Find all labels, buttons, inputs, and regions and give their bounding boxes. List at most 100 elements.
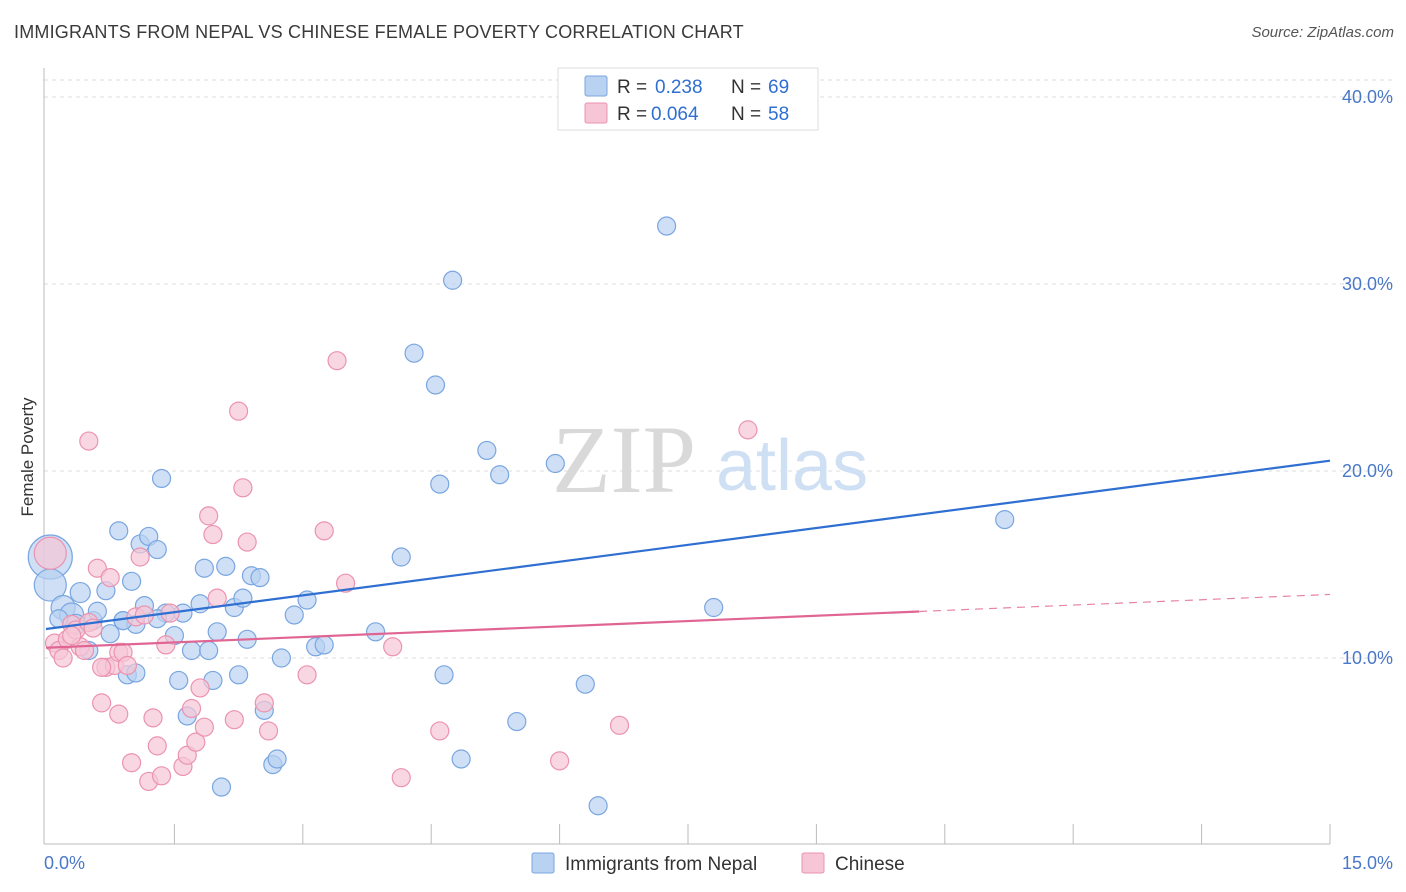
- point-chinese: [549, 751, 570, 771]
- legend-r-value-chinese: 0.064: [651, 104, 699, 125]
- trendline-chinese: [45, 610, 920, 649]
- point-chinese: [87, 558, 107, 578]
- point-chinese: [53, 648, 73, 668]
- point-chinese: [254, 693, 274, 713]
- legend-n-label: N =: [731, 104, 761, 125]
- watermark-atlas: atlas: [716, 426, 868, 506]
- x-tick-label: 0.0%: [44, 853, 85, 873]
- trend-layer: [45, 459, 1331, 649]
- point-nepal: [199, 640, 219, 661]
- point-nepal: [656, 216, 677, 236]
- y-tick-label: 10.0%: [1342, 648, 1393, 668]
- point-nepal: [271, 648, 291, 668]
- point-chinese: [199, 506, 219, 526]
- point-chinese: [383, 637, 403, 657]
- point-chinese: [203, 524, 223, 545]
- point-chinese: [190, 678, 210, 698]
- point-chinese: [92, 657, 112, 677]
- point-chinese: [92, 693, 112, 713]
- y-tick-label: 20.0%: [1342, 461, 1393, 481]
- point-chinese: [194, 717, 214, 737]
- point-chinese: [430, 721, 450, 741]
- legend-swatch-chinese: [801, 852, 825, 874]
- legend-swatch-nepal: [584, 75, 608, 97]
- legend-r-label: R =: [617, 104, 647, 125]
- point-nepal: [404, 343, 424, 363]
- point-nepal: [267, 749, 287, 769]
- point-nepal: [477, 440, 497, 461]
- point-chinese: [33, 536, 67, 570]
- point-chinese: [100, 567, 120, 588]
- x-tick-labels: 0.0% 15.0%: [44, 853, 1393, 873]
- point-chinese: [229, 401, 249, 421]
- point-chinese: [109, 704, 129, 724]
- legend-r-label: R =: [617, 77, 647, 98]
- point-chinese: [609, 715, 630, 735]
- legend-bottom: Immigrants from Nepal Chinese: [531, 852, 905, 875]
- point-chinese: [258, 721, 279, 741]
- y-axis-title: Female Poverty: [18, 397, 37, 517]
- y-tick-label: 30.0%: [1342, 274, 1393, 294]
- legend-label-nepal: Immigrants from Nepal: [565, 854, 757, 875]
- trendline-nepal: [45, 459, 1331, 631]
- legend-n-label: N =: [731, 77, 761, 98]
- point-nepal: [69, 581, 91, 604]
- point-nepal: [314, 635, 334, 655]
- point-nepal: [147, 539, 167, 560]
- point-nepal: [151, 468, 172, 489]
- legend-r-value-nepal: 0.238: [655, 77, 703, 98]
- point-nepal: [451, 749, 471, 769]
- point-chinese: [181, 698, 202, 719]
- points-layer: [27, 216, 1015, 816]
- point-chinese: [122, 753, 142, 773]
- point-nepal: [100, 624, 120, 644]
- point-chinese: [147, 736, 167, 756]
- watermark-zip: ZIP: [552, 406, 696, 513]
- point-nepal: [425, 375, 446, 395]
- point-nepal: [391, 547, 411, 567]
- point-nepal: [109, 521, 129, 541]
- legend-n-value-nepal: 69: [768, 77, 789, 98]
- point-nepal: [365, 622, 386, 642]
- point-chinese: [130, 547, 150, 567]
- x-tick-label: 15.0%: [1342, 853, 1393, 873]
- legend-n-value-chinese: 58: [768, 104, 789, 125]
- point-nepal: [575, 674, 595, 694]
- point-chinese: [117, 655, 137, 676]
- point-chinese: [224, 710, 244, 730]
- point-chinese: [233, 478, 253, 498]
- point-chinese: [207, 588, 227, 608]
- y-tick-label: 40.0%: [1342, 87, 1393, 107]
- point-chinese: [314, 521, 334, 541]
- legend-top: R = 0.238 N = 69 R = 0.064 N = 58: [557, 67, 819, 131]
- point-chinese: [297, 665, 317, 685]
- legend-swatch-chinese: [584, 102, 608, 124]
- source-credit: Source: ZipAtlas.com: [1251, 24, 1394, 41]
- point-nepal: [995, 510, 1015, 530]
- point-chinese: [186, 732, 206, 752]
- point-nepal: [207, 622, 227, 642]
- point-nepal: [284, 605, 304, 625]
- point-chinese: [336, 573, 356, 593]
- point-nepal: [194, 558, 214, 578]
- point-chinese: [151, 766, 172, 786]
- point-nepal: [211, 777, 232, 797]
- legend-swatch-nepal: [531, 852, 555, 874]
- point-nepal: [490, 465, 510, 485]
- point-chinese: [62, 625, 82, 646]
- point-nepal: [588, 796, 608, 816]
- point-chinese: [74, 640, 95, 661]
- point-nepal: [430, 474, 450, 494]
- point-chinese: [156, 635, 176, 655]
- point-nepal: [216, 556, 236, 576]
- point-nepal: [122, 571, 142, 591]
- point-nepal: [704, 597, 724, 618]
- point-nepal: [169, 670, 189, 691]
- point-nepal: [181, 640, 202, 661]
- point-chinese: [79, 431, 99, 451]
- point-chinese: [237, 532, 257, 552]
- legend-label-chinese: Chinese: [835, 854, 905, 875]
- point-chinese: [738, 420, 758, 440]
- point-nepal: [434, 665, 454, 685]
